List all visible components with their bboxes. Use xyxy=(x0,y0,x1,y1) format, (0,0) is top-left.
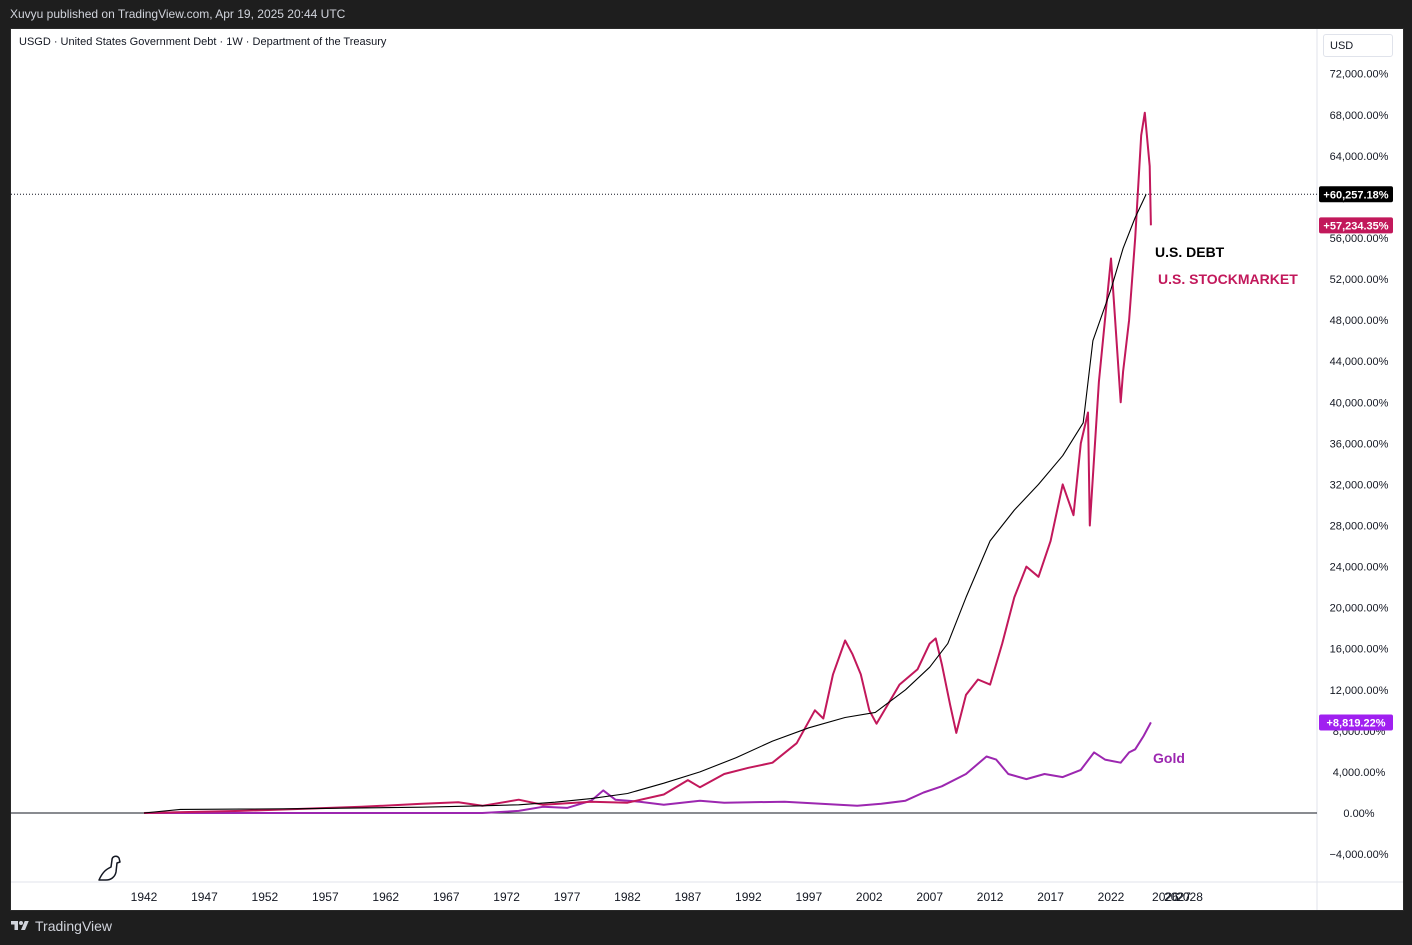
y-tick-label: −4,000.00% xyxy=(1329,849,1388,861)
x-tick-label: 1997 xyxy=(795,890,822,904)
y-tick-label: 32,000.00% xyxy=(1330,479,1389,491)
series-line-debt[interactable] xyxy=(143,194,1147,814)
x-tick-label: 1957 xyxy=(312,890,339,904)
y-tick-label: 64,000.00% xyxy=(1330,151,1389,163)
x-tick-label: 1977 xyxy=(554,890,581,904)
publisher-text: Xuvyu published on TradingView.com, Apr … xyxy=(10,7,346,21)
y-tick-label: 20,000.00% xyxy=(1330,603,1389,615)
y-tick-label: 52,000.00% xyxy=(1330,274,1389,286)
tradingview-brand[interactable]: TradingView xyxy=(10,918,112,934)
series-line-gold[interactable] xyxy=(144,721,1152,814)
series-line-stocks[interactable] xyxy=(143,111,1152,814)
x-tick-label: 2026 xyxy=(1152,890,1179,904)
dinosaur-icon xyxy=(98,855,121,881)
footer-bar: TradingView xyxy=(0,909,1412,945)
symbol-legend: USGD · United States Government Debt · 1… xyxy=(19,36,387,48)
x-tick-label: 1962 xyxy=(372,890,399,904)
y-tick-label: 28,000.00% xyxy=(1330,520,1389,532)
currency-scale-button[interactable]: USD xyxy=(1323,34,1393,57)
y-tick-label: 36,000.00% xyxy=(1330,438,1389,450)
x-tick-label: 2028 xyxy=(1176,890,1203,904)
y-tick-label: 16,000.00% xyxy=(1330,644,1389,656)
last-value-label-debt: +60,257.18% xyxy=(1323,189,1388,201)
y-tick-label: 68,000.00% xyxy=(1330,110,1389,122)
y-tick-label: 40,000.00% xyxy=(1330,397,1389,409)
tradingview-logo-icon xyxy=(11,921,29,930)
chart-svg[interactable]: 72,000.00%68,000.00%64,000.00%60,000.00%… xyxy=(11,29,1403,910)
x-tick-label: 2007 xyxy=(916,890,943,904)
annotation-debt[interactable]: U.S. DEBT xyxy=(1155,244,1225,260)
last-value-badge-gold xyxy=(1319,714,1393,731)
x-tick-label: 1967 xyxy=(433,890,460,904)
x-tick-label: 1952 xyxy=(252,890,279,904)
y-tick-label: 4,000.00% xyxy=(1333,767,1386,779)
x-tick-label: 1972 xyxy=(493,890,520,904)
y-tick-label: 56,000.00% xyxy=(1330,233,1389,245)
x-tick-label: 1982 xyxy=(614,890,641,904)
y-tick-label: 24,000.00% xyxy=(1330,562,1389,574)
annotation-stocks[interactable]: U.S. STOCKMARKET xyxy=(1158,271,1298,287)
y-tick-label: 12,000.00% xyxy=(1330,685,1389,697)
x-tick-label: 2027 xyxy=(1164,890,1191,904)
y-tick-label: 48,000.00% xyxy=(1330,315,1389,327)
x-tick-label: 1947 xyxy=(191,890,218,904)
last-value-badge-stocks xyxy=(1319,217,1393,234)
tradingview-brand-text: TradingView xyxy=(35,918,113,934)
publisher-bar: Xuvyu published on TradingView.com, Apr … xyxy=(0,0,1412,28)
x-tick-label: 2012 xyxy=(977,890,1004,904)
x-tick-label: 2022 xyxy=(1098,890,1125,904)
x-tick-label: 2017 xyxy=(1037,890,1064,904)
last-value-label-stocks: +57,234.35% xyxy=(1323,220,1388,232)
y-tick-label: 72,000.00% xyxy=(1330,69,1389,81)
last-value-label-gold: +8,819.22% xyxy=(1326,717,1385,729)
last-value-badge-debt xyxy=(1319,186,1393,203)
x-tick-label: 1987 xyxy=(675,890,702,904)
x-tick-label: 2002 xyxy=(856,890,883,904)
y-tick-label: 0.00% xyxy=(1343,808,1374,820)
chart-panel[interactable]: USGD · United States Government Debt · 1… xyxy=(10,28,1404,911)
x-tick-label: 1942 xyxy=(131,890,158,904)
x-tick-label: 1992 xyxy=(735,890,762,904)
annotation-gold[interactable]: Gold xyxy=(1153,750,1185,766)
y-tick-label: 44,000.00% xyxy=(1330,356,1389,368)
